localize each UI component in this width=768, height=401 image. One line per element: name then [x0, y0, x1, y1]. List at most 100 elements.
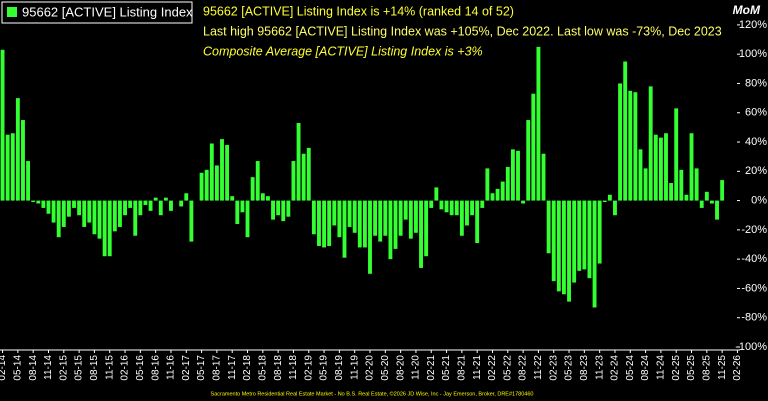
bar [46, 200, 51, 214]
bar [475, 200, 480, 244]
bar [184, 193, 189, 201]
x-tick-label: 05-21 [441, 355, 452, 381]
y-tick-label: 40% [745, 136, 767, 148]
bar [260, 193, 265, 201]
y-tick-label: -60% [741, 282, 767, 294]
bar [102, 200, 107, 257]
bar [689, 133, 694, 201]
bar [465, 200, 469, 226]
bar [480, 200, 485, 208]
x-tick-label: 08-17 [212, 355, 223, 381]
bar [82, 200, 87, 227]
bar [577, 200, 582, 271]
bar [77, 200, 82, 216]
bar [5, 134, 10, 201]
x-tick-label: 11-19 [349, 355, 360, 380]
bar [138, 200, 143, 216]
x-tick-label: 11-16 [166, 355, 177, 380]
x-tick-label: 08-19 [334, 355, 345, 381]
x-tick-label: 08-21 [457, 355, 468, 381]
bar [72, 200, 76, 208]
bar [342, 200, 347, 258]
x-tick-label: 08-22 [518, 355, 529, 381]
bar [526, 120, 531, 201]
bar [317, 200, 321, 246]
bar [133, 200, 138, 236]
bar [490, 193, 495, 201]
bar [301, 153, 306, 201]
bar [613, 200, 617, 216]
bar [220, 139, 224, 201]
y-axis-title: MoM [733, 3, 761, 17]
bar [296, 122, 301, 201]
bar [107, 200, 112, 257]
bar [592, 200, 597, 308]
bar [204, 169, 209, 201]
bar [485, 168, 490, 201]
x-tick-label: 02-25 [671, 355, 682, 381]
bar [567, 200, 571, 302]
bar [271, 200, 275, 220]
x-tick-label: 08-14 [28, 355, 39, 381]
x-tick-label: 05-23 [564, 355, 575, 381]
bar [546, 200, 551, 254]
bar [158, 200, 163, 216]
x-tick-label: 08-25 [701, 355, 712, 381]
bar [245, 200, 250, 238]
bar [648, 86, 653, 201]
bar [618, 83, 623, 201]
bar [276, 200, 281, 216]
bar [383, 200, 388, 236]
x-tick-label: 11-22 [533, 355, 544, 380]
bar [408, 200, 413, 239]
bar [199, 172, 204, 201]
y-tick-label: 20% [745, 165, 767, 177]
bar [505, 166, 510, 201]
bar [444, 200, 449, 213]
bar [623, 61, 628, 201]
x-tick-label: 02-16 [120, 355, 131, 381]
bar [112, 200, 117, 232]
x-tick-label: 08-24 [640, 355, 651, 381]
x-tick-label: 11-15 [104, 355, 115, 380]
bar [87, 200, 92, 223]
bar [597, 200, 602, 264]
bar [332, 200, 337, 226]
bar [240, 200, 245, 213]
bar [531, 93, 536, 201]
bar [0, 49, 5, 201]
x-tick-label: 02-20 [365, 355, 376, 381]
bar [163, 197, 168, 201]
x-tick-label: 08-23 [579, 355, 590, 381]
bar [495, 188, 500, 201]
bar [169, 200, 173, 211]
bar [373, 200, 378, 236]
bar [225, 144, 230, 201]
x-tick-label: 05-18 [257, 355, 268, 381]
bar [10, 133, 15, 201]
bar [679, 169, 684, 201]
legend-box [1, 1, 193, 24]
bar [286, 200, 291, 217]
y-tick-label: 120% [739, 19, 767, 31]
x-tick-label: 05-22 [502, 355, 513, 381]
y-tick-label: 100% [739, 48, 767, 60]
legend-label: 95662 [ACTIVE] Listing Index [22, 4, 193, 19]
bar [602, 200, 607, 203]
x-tick-label: 02-23 [548, 355, 559, 381]
bar [658, 137, 663, 201]
bar [669, 183, 674, 201]
y-tick-label: -20% [741, 224, 767, 236]
bar [378, 200, 383, 242]
bar [143, 200, 148, 205]
bar [429, 200, 434, 208]
y-tick-label: 60% [745, 107, 767, 119]
bar [694, 168, 699, 201]
x-tick-label: 11-20 [411, 355, 422, 380]
bar [709, 200, 714, 204]
bar [403, 200, 408, 220]
bar [148, 200, 153, 211]
y-tick-label: -40% [741, 253, 767, 265]
bar [536, 46, 541, 201]
